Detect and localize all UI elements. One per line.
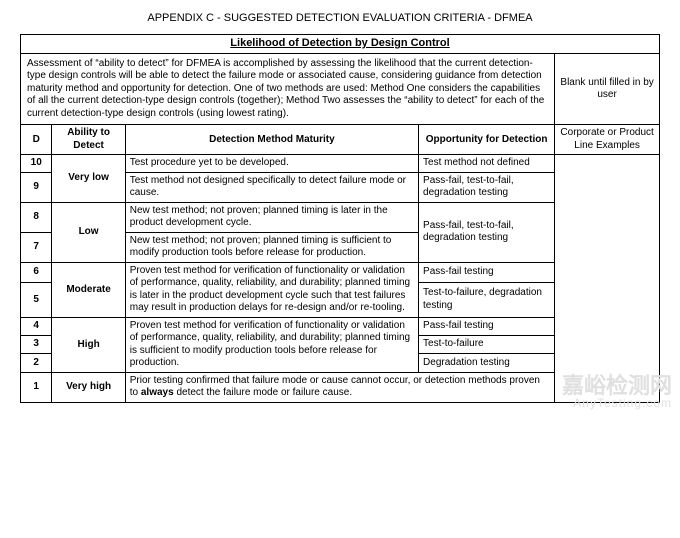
header-row: D Ability to Detect Detection Method Mat… <box>21 125 660 155</box>
header-opportunity: Opportunity for Detection <box>419 125 555 155</box>
assessment-row: Assessment of “ability to detect” for DF… <box>21 53 660 125</box>
cell-opportunity: Degradation testing <box>419 354 555 372</box>
cell-d: 3 <box>21 336 52 354</box>
cell-opportunity: Pass-fail testing <box>419 262 555 282</box>
cell-opportunity: Pass-fail, test-to-fail, degradation tes… <box>419 202 555 262</box>
cell-ability-veryhigh: Very high <box>52 372 125 402</box>
dfmea-table: Likelihood of Detection by Design Contro… <box>20 34 660 403</box>
cell-maturity: Proven test method for verification of f… <box>125 317 418 372</box>
cell-maturity-final: Prior testing confirmed that failure mod… <box>125 372 554 402</box>
cell-d: 7 <box>21 232 52 262</box>
page-title: APPENDIX C - SUGGESTED DETECTION EVALUAT… <box>20 12 660 24</box>
table-row: 10 Very low Test procedure yet to be dev… <box>21 155 660 173</box>
header-d: D <box>21 125 52 155</box>
cell-d: 1 <box>21 372 52 402</box>
cell-d: 4 <box>21 317 52 335</box>
cell-ability-high: High <box>52 317 125 372</box>
cell-ability-low: Low <box>52 202 125 262</box>
cell-d: 8 <box>21 202 52 232</box>
cell-opportunity: Pass-fail testing <box>419 317 555 335</box>
cell-opportunity: Test method not defined <box>419 155 555 173</box>
cell-maturity: New test method; not proven; planned tim… <box>125 232 418 262</box>
r1-text-bold: always <box>141 387 174 398</box>
header-examples: Corporate or Product Line Examples <box>555 125 660 155</box>
cell-d: 6 <box>21 262 52 282</box>
cell-d: 5 <box>21 283 52 318</box>
cell-d: 9 <box>21 172 52 202</box>
cell-opportunity: Test-to-failure <box>419 336 555 354</box>
header-ability: Ability to Detect <box>52 125 125 155</box>
cell-d: 10 <box>21 155 52 173</box>
cell-opportunity: Test-to-failure, degradation testing <box>419 283 555 318</box>
assessment-text: Assessment of “ability to detect” for DF… <box>21 53 555 125</box>
cell-maturity: Proven test method for verification of f… <box>125 262 418 317</box>
section-title: Likelihood of Detection by Design Contro… <box>21 35 660 54</box>
cell-ability-moderate: Moderate <box>52 262 125 317</box>
cell-d: 2 <box>21 354 52 372</box>
cell-opportunity: Pass-fail, test-to-fail, degradation tes… <box>419 172 555 202</box>
r1-text-after: detect the failure mode or failure cause… <box>174 387 352 398</box>
blank-note: Blank until filled in by user <box>555 53 660 125</box>
cell-examples-empty <box>555 155 660 403</box>
header-maturity: Detection Method Maturity <box>125 125 418 155</box>
cell-ability-verylow: Very low <box>52 155 125 203</box>
cell-maturity: New test method; not proven; planned tim… <box>125 202 418 232</box>
cell-maturity: Test procedure yet to be developed. <box>125 155 418 173</box>
cell-maturity: Test method not designed specifically to… <box>125 172 418 202</box>
section-title-row: Likelihood of Detection by Design Contro… <box>21 35 660 54</box>
